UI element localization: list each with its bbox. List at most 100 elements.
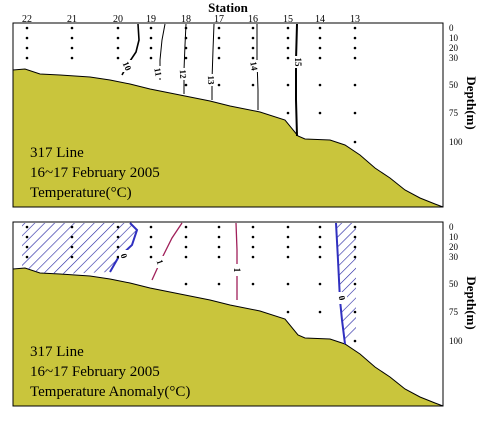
bottom-dot-st16-d50 <box>251 282 255 286</box>
top-dot-st16-d20 <box>251 46 255 50</box>
anomaly-label-bg-3 <box>337 292 347 304</box>
top-annotation-line-3: Temperature(°C) <box>30 185 132 201</box>
top-dot-st20-d20 <box>116 46 120 50</box>
station-label-21: 21 <box>67 14 77 25</box>
contour-label-bg-10 <box>122 60 132 72</box>
top-dot-st15-d75 <box>286 111 290 115</box>
top-dot-st19-d30 <box>149 56 153 60</box>
station-label-22: 22 <box>22 14 32 25</box>
top-depth-label-0: 0 <box>449 23 454 33</box>
station-labels: 22 21 20 19 18 17 16 15 14 13 <box>22 14 360 25</box>
station-axis-title: Station <box>208 0 249 15</box>
contour-label-13: 13 <box>206 75 216 85</box>
bottom-dot-st22-d20 <box>25 245 29 249</box>
top-dot-st21-d0 <box>70 26 74 30</box>
station-label-19: 19 <box>146 14 156 25</box>
bottom-dot-st17-d30 <box>217 255 221 259</box>
bottom-dot-st16-d0 <box>251 225 255 229</box>
contour-label-12: 12 <box>178 69 189 79</box>
top-dot-st21-d30 <box>70 56 74 60</box>
top-depth-label-20: 20 <box>449 43 459 53</box>
top-dot-st13-d10 <box>353 36 357 40</box>
station-label-13: 13 <box>350 14 360 25</box>
contour-label-14: 14 <box>248 61 259 72</box>
top-dot-st20-d0 <box>116 26 120 30</box>
top-dot-st15-d20 <box>286 46 290 50</box>
bottom-dot-st17-d10 <box>217 235 221 239</box>
anomaly-label-0-0: 0 <box>119 252 130 260</box>
top-land <box>12 68 444 208</box>
contour-label-bg-15 <box>293 56 303 68</box>
bottom-dot-st14-d50 <box>318 282 322 286</box>
bottom-dot-st22-d0 <box>25 225 29 229</box>
anomaly-zero-left <box>109 222 139 273</box>
top-dot-st15-d50 <box>286 83 290 87</box>
bottom-dot-st13-d20 <box>353 245 357 249</box>
station-label-15: 15 <box>283 14 293 25</box>
top-dot-st15-d10 <box>286 36 290 40</box>
contour-13 <box>211 23 215 100</box>
bottom-dot-st13-d50 <box>353 282 357 286</box>
contour-label-bg-13 <box>206 74 216 86</box>
top-dot-st13-d0 <box>353 26 357 30</box>
contour-labels-top: 10 11 12 13 14 15 <box>121 56 303 86</box>
bottom-dot-st22-d10 <box>25 235 29 239</box>
top-annotation-line-1: 317 Line <box>30 145 84 161</box>
top-dot-st17-d30 <box>217 56 221 60</box>
bottom-dot-st13-d100 <box>353 339 357 343</box>
bottom-depth-label-10: 10 <box>449 232 459 242</box>
contour-label-bg-14 <box>249 60 259 72</box>
bottom-dot-st21-d10 <box>70 235 74 239</box>
bottom-dot-st18-d30 <box>184 255 188 259</box>
top-dot-st19-d10 <box>149 36 153 40</box>
contour-label-11: 11 <box>152 67 163 78</box>
station-label-17: 17 <box>214 14 224 25</box>
bottom-dot-st13-d75 <box>353 310 357 314</box>
top-depth-label-100: 100 <box>449 137 463 147</box>
bottom-dot-st15-d0 <box>286 225 290 229</box>
bottom-dot-st18-d0 <box>184 225 188 229</box>
bottom-dot-st15-d10 <box>286 235 290 239</box>
top-dot-st15-d0 <box>286 26 290 30</box>
bottom-depth-label-100: 100 <box>449 336 463 346</box>
anomaly-label-bg-0 <box>119 250 129 262</box>
bottom-dot-st14-d30 <box>318 255 322 259</box>
top-dot-st21-d20 <box>70 46 74 50</box>
top-dot-st18-d50 <box>184 83 188 87</box>
top-dot-st16-d0 <box>251 26 255 30</box>
depth-axis-title-bottom: Depth(m) <box>464 276 479 329</box>
depth-axis-title-top: Depth(m) <box>464 76 479 129</box>
bottom-dot-st18-d50 <box>184 282 188 286</box>
bottom-dot-st17-d50 <box>217 282 221 286</box>
sample-dots-bottom <box>25 225 357 343</box>
top-dot-st16-d50 <box>251 83 255 87</box>
top-dot-st13-d75 <box>353 111 357 115</box>
top-dot-st13-d20 <box>353 46 357 50</box>
bottom-dot-st18-d20 <box>184 245 188 249</box>
bottom-dot-st20-d0 <box>116 225 120 229</box>
bottom-dot-st16-d30 <box>251 255 255 259</box>
bottom-dot-st15-d75 <box>286 310 290 314</box>
top-depth-label-50: 50 <box>449 80 459 90</box>
top-dot-st14-d30 <box>318 56 322 60</box>
bottom-dot-st14-d75 <box>318 310 322 314</box>
bottom-dot-st14-d0 <box>318 225 322 229</box>
bottom-dot-st19-d0 <box>149 225 153 229</box>
contour-label-10: 10 <box>121 60 134 73</box>
contour-12 <box>183 23 187 94</box>
top-dot-st17-d0 <box>217 26 221 30</box>
anomaly-one-left <box>151 222 183 281</box>
top-depth-label-10: 10 <box>449 33 459 43</box>
bottom-depth-label-30: 30 <box>449 252 459 262</box>
top-dot-st14-d50 <box>318 83 322 87</box>
top-dot-st13-d50 <box>353 83 357 87</box>
bottom-dot-st14-d20 <box>318 245 322 249</box>
bottom-dot-st15-d20 <box>286 245 290 249</box>
top-dot-st17-d50 <box>217 83 221 87</box>
contour-label-15: 15 <box>293 58 303 68</box>
contour-14 <box>256 24 259 110</box>
top-dot-st18-d20 <box>184 46 188 50</box>
bottom-annotation-line-2: 16~17 February 2005 <box>30 364 160 380</box>
contour-15 <box>295 23 298 137</box>
